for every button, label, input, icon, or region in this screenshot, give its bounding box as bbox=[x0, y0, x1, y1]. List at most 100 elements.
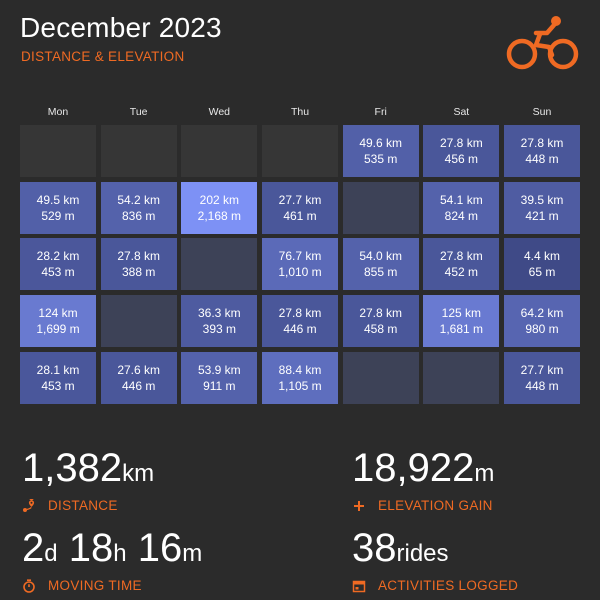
cell-elevation: 393 m bbox=[202, 322, 236, 336]
cell-distance: 124 km bbox=[38, 306, 78, 320]
cell-distance: 27.8 km bbox=[278, 306, 322, 320]
cell-distance: 27.8 km bbox=[440, 136, 483, 150]
moving-time-hours: 18 bbox=[68, 526, 114, 570]
weekday-header: Mon Tue Wed Thu Fri Sat Sun bbox=[20, 106, 580, 120]
calendar-cell-ride: 36.3 km 393 m bbox=[181, 295, 258, 347]
calendar-cell-ride: 125 km 1,681 m bbox=[423, 295, 500, 347]
calendar-cell-ride: 27.7 km 461 m bbox=[262, 181, 338, 234]
elevation-unit: m bbox=[474, 460, 495, 487]
cell-elevation: 2,168 m bbox=[197, 208, 241, 223]
calendar-cell-ride: 88.4 km 1,105 m bbox=[262, 351, 338, 404]
calendar-cell-ride: 202 km 2,168 m bbox=[181, 181, 258, 234]
cell-distance: 27.7 km bbox=[278, 192, 322, 207]
cell-elevation: 529 m bbox=[41, 208, 75, 223]
stat-activities: 38rides ACTIVITIES LOGGED bbox=[352, 526, 518, 593]
calendar-cell-ride: 53.9 km 911 m bbox=[181, 351, 258, 404]
calendar-cell-ride: 124 km 1,699 m bbox=[20, 295, 96, 347]
calendar-cell-no-ride bbox=[342, 351, 419, 404]
moving-time-days: 2 bbox=[22, 526, 45, 570]
cell-distance: 54.0 km bbox=[359, 249, 403, 264]
weekday-sun: Sun bbox=[532, 106, 552, 118]
distance-unit: km bbox=[122, 460, 155, 487]
calendar-cell-ride: 27.8 km 446 m bbox=[262, 295, 338, 347]
calendar-cell-ride: 27.6 km 446 m bbox=[100, 351, 177, 404]
activities-label: ACTIVITIES LOGGED bbox=[378, 578, 519, 593]
elevation-value: 18,922 bbox=[352, 446, 475, 490]
calendar-icon bbox=[352, 580, 366, 592]
cell-elevation: 421 m bbox=[525, 208, 559, 223]
cell-distance: 125 km bbox=[441, 306, 482, 320]
calendar-grid: 49.6 km 535 m 27.8 km 456 m 27.8 km 448 m 49.5… bbox=[20, 125, 581, 405]
weekday-tue: Tue bbox=[129, 106, 148, 118]
calendar-cell-no-ride bbox=[181, 238, 258, 291]
calendar-cell-no-ride bbox=[100, 295, 177, 347]
cell-elevation: 388 m bbox=[121, 265, 156, 280]
calendar-cell-ride: 49.5 km 529 m bbox=[20, 181, 96, 234]
route-pin-icon bbox=[23, 498, 35, 512]
cell-elevation: 1,105 m bbox=[278, 378, 322, 393]
cell-distance: 39.5 km bbox=[520, 192, 564, 207]
cell-distance: 49.6 km bbox=[359, 136, 403, 150]
moving-time-minutes-unit: m bbox=[182, 540, 203, 567]
calendar-cell-ride: 76.7 km 1,010 m bbox=[262, 238, 338, 291]
cell-elevation: 458 m bbox=[363, 322, 398, 336]
cell-distance: 88.4 km bbox=[278, 362, 322, 377]
cell-distance: 76.7 km bbox=[278, 249, 322, 264]
calendar-cell-ride: 27.8 km 388 m bbox=[100, 238, 177, 291]
cyclist-icon bbox=[506, 16, 579, 70]
stat-elevation: 18,922m ELEVATION GAIN bbox=[352, 446, 494, 513]
cell-distance: 27.7 km bbox=[520, 362, 564, 377]
calendar-cell-outside-month bbox=[181, 125, 258, 177]
cell-distance: 4.4 km bbox=[524, 249, 561, 264]
page-subtitle: DISTANCE & ELEVATION bbox=[21, 49, 185, 64]
calendar-cell-ride: 28.2 km 453 m bbox=[20, 238, 96, 291]
cell-distance: 28.1 km bbox=[36, 362, 80, 377]
calendar-cell-ride: 39.5 km 421 m bbox=[504, 181, 581, 234]
calendar-cell-ride: 54.2 km 836 m bbox=[100, 181, 177, 234]
cell-elevation: 453 m bbox=[41, 378, 75, 393]
cell-distance: 54.2 km bbox=[117, 192, 160, 207]
cell-distance: 64.2 km bbox=[520, 306, 564, 320]
calendar-cell-outside-month bbox=[100, 125, 177, 177]
moving-time-days-unit: d bbox=[44, 540, 58, 567]
cell-elevation: 980 m bbox=[525, 322, 559, 336]
cell-elevation: 1,699 m bbox=[36, 322, 80, 336]
cell-elevation: 448 m bbox=[525, 152, 559, 166]
plus-icon bbox=[354, 500, 364, 511]
cell-elevation: 1,681 m bbox=[439, 322, 484, 336]
cell-distance: 53.9 km bbox=[197, 362, 241, 377]
calendar-cell-ride: 28.1 km 453 m bbox=[20, 351, 96, 404]
calendar-cell-outside-month bbox=[20, 125, 96, 177]
calendar-cell-ride: 54.0 km 855 m bbox=[342, 238, 419, 291]
calendar-cell-ride: 4.4 km 65 m bbox=[504, 238, 581, 291]
cell-distance: 36.3 km bbox=[197, 306, 241, 320]
cell-elevation: 824 m bbox=[444, 208, 479, 223]
cell-elevation: 911 m bbox=[203, 378, 236, 393]
cell-elevation: 855 m bbox=[363, 265, 398, 280]
cell-elevation: 1,010 m bbox=[278, 265, 322, 280]
calendar-cell-ride: 64.2 km 980 m bbox=[504, 295, 581, 347]
cell-distance: 49.5 km bbox=[36, 192, 80, 207]
distance-value: 1,382 bbox=[22, 446, 123, 490]
calendar-cell-ride: 54.1 km 824 m bbox=[423, 181, 500, 234]
cell-elevation: 836 m bbox=[121, 208, 156, 223]
weekday-wed: Wed bbox=[208, 106, 231, 118]
calendar-cell-ride: 27.8 km 458 m bbox=[342, 295, 419, 347]
moving-time-hours-unit: h bbox=[113, 540, 127, 567]
weekday-sat: Sat bbox=[453, 106, 470, 118]
page-title: December 2023 bbox=[20, 12, 222, 43]
cell-distance: 27.8 km bbox=[440, 249, 483, 264]
weekday-thu: Thu bbox=[290, 106, 310, 118]
stat-moving-time: 2d 18h 16m MOVING TIME bbox=[22, 526, 202, 593]
cell-elevation: 65 m bbox=[528, 265, 556, 280]
cell-elevation: 461 m bbox=[283, 208, 317, 223]
distance-label: DISTANCE bbox=[48, 498, 118, 513]
calendar-cell-ride: 27.7 km 448 m bbox=[504, 351, 581, 404]
cell-elevation: 446 m bbox=[121, 378, 156, 393]
elevation-label: ELEVATION GAIN bbox=[378, 498, 493, 513]
cell-distance: 54.1 km bbox=[440, 192, 483, 207]
cell-elevation: 448 m bbox=[525, 378, 559, 393]
cell-elevation: 452 m bbox=[444, 265, 479, 280]
activities-value: 38 bbox=[352, 526, 397, 570]
cell-distance: 27.6 km bbox=[117, 362, 160, 377]
